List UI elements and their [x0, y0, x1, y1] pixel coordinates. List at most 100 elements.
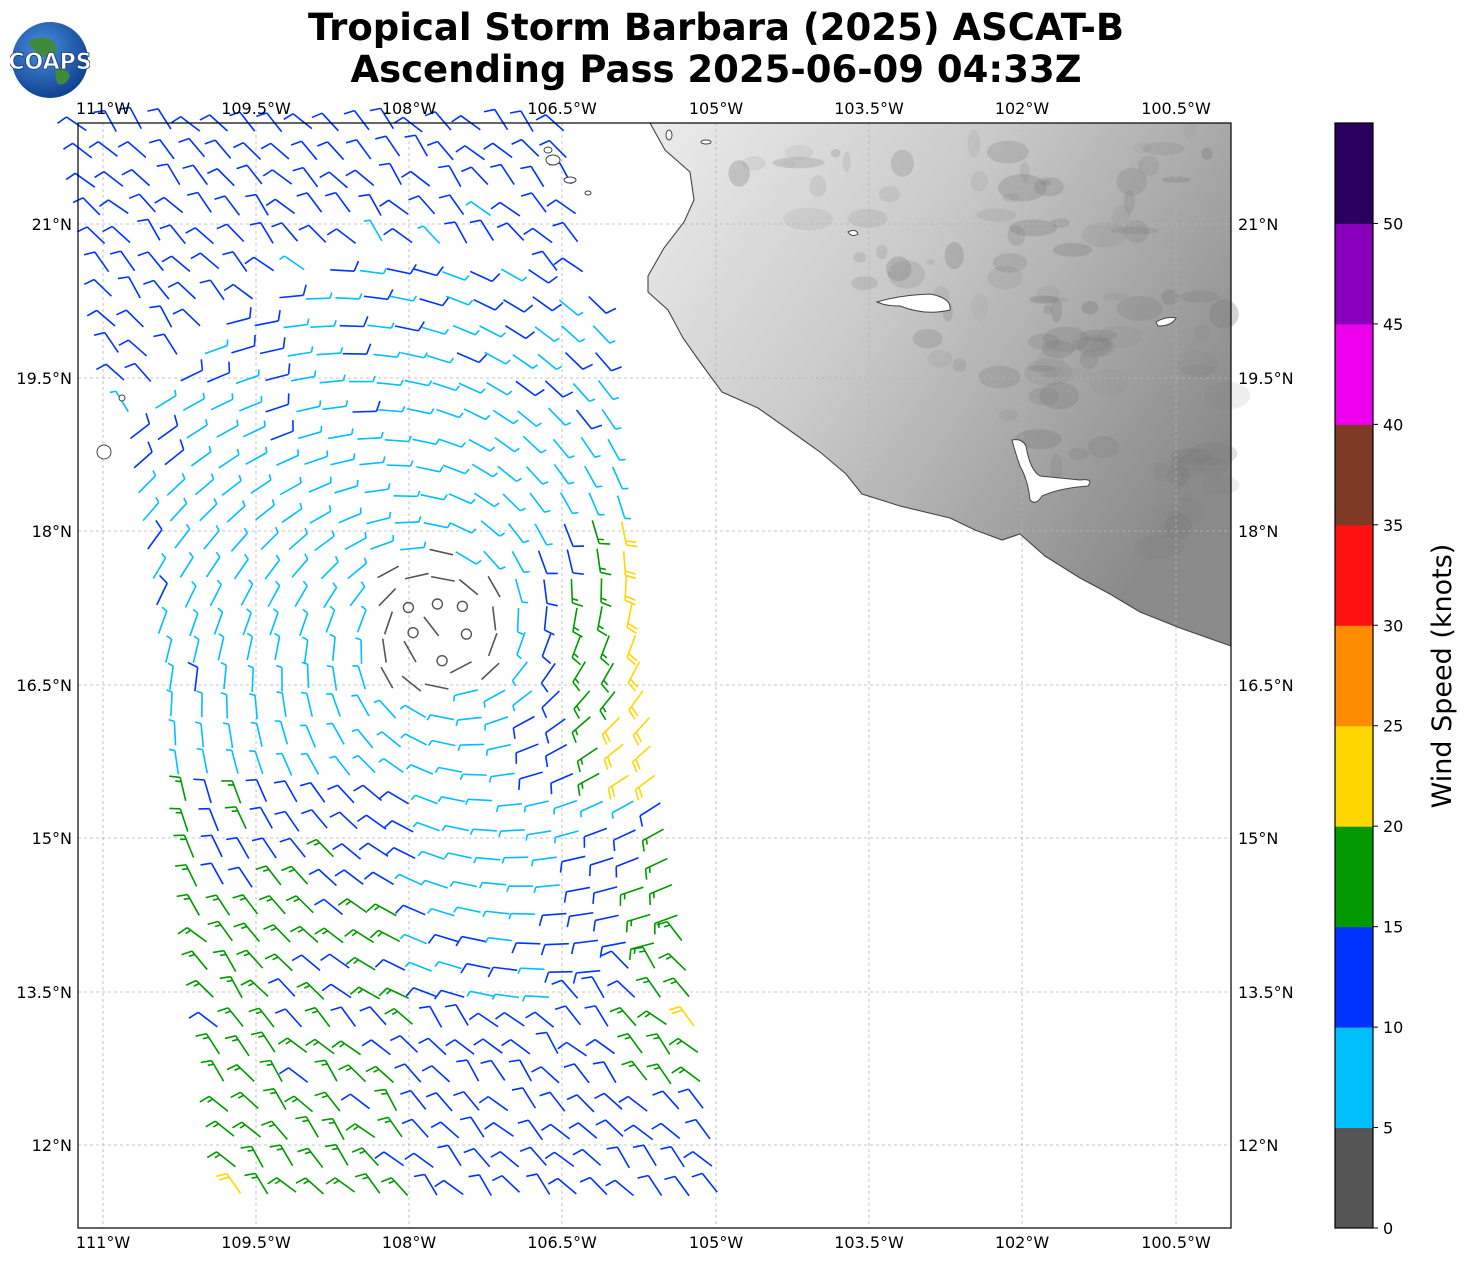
wind-barb [660, 1145, 685, 1168]
wind-barb [459, 1116, 485, 1138]
wind-barb [632, 1144, 657, 1167]
wind-barb [347, 557, 368, 580]
wind-barb [491, 1174, 521, 1193]
wind-barb [240, 579, 254, 606]
wind-barb [353, 784, 383, 802]
wind-barb [378, 987, 410, 999]
terrain-shade [886, 256, 912, 282]
wind-barb [496, 222, 525, 242]
lon-label-top: 109.5°W [221, 99, 291, 118]
wind-barb [516, 607, 524, 635]
wind-barb [349, 986, 381, 1000]
wind-barb [599, 635, 610, 666]
wind-barb [408, 195, 436, 215]
wind-barb [618, 1095, 648, 1112]
wind-barb [537, 353, 563, 371]
wind-barb [400, 170, 431, 187]
wind-barb [511, 1087, 537, 1109]
wind-barb [478, 881, 507, 889]
wind-barb [294, 580, 308, 608]
wind-barb [573, 690, 591, 719]
wind-barb [171, 115, 201, 132]
wind-barb [495, 1011, 525, 1027]
wind-barb [541, 690, 560, 719]
wind-barb [449, 522, 477, 534]
wind-barb [553, 257, 584, 273]
wind-barb [481, 662, 500, 681]
wind-barb [444, 852, 472, 859]
wind-barb [184, 581, 197, 608]
wind-barb [279, 837, 306, 858]
wind-barb [166, 473, 186, 496]
wind-barb [233, 553, 249, 580]
wind-barb [292, 166, 319, 188]
wind-barb [325, 605, 336, 633]
wind-barb [400, 351, 428, 359]
wind-barb [652, 1090, 680, 1110]
wind-barb [468, 438, 496, 452]
wind-barb [186, 419, 208, 439]
wind-barb [324, 191, 351, 213]
wind-barb [244, 256, 275, 272]
wind-barb [344, 531, 367, 551]
wind-barb [374, 1151, 405, 1167]
wind-barb [581, 976, 605, 999]
wind-barb [215, 1172, 242, 1194]
wind-barb [487, 633, 498, 657]
wind-barb [625, 913, 651, 933]
wind-barb [306, 838, 334, 858]
wind-barb [479, 325, 506, 338]
wind-barb [320, 555, 339, 580]
wind-barb [240, 979, 269, 998]
wind-barb [564, 351, 593, 370]
wind-barb [399, 933, 427, 945]
wind-barb [175, 864, 198, 887]
wind-barb [326, 228, 357, 244]
wind-barb [531, 250, 558, 271]
wind-barb [572, 661, 586, 692]
lat-label-left: 19.5°N [16, 369, 72, 388]
wind-barb [205, 551, 221, 578]
wind-barb [199, 1095, 229, 1113]
lat-label-left: 15°N [32, 829, 72, 848]
wind-barb [235, 369, 260, 385]
wind-barb [142, 496, 160, 522]
wind-barb [521, 995, 550, 1002]
wind-barb [357, 431, 384, 440]
wind-barb [358, 193, 382, 216]
wind-barb [605, 1179, 635, 1197]
terrain-shade [1050, 453, 1063, 482]
wind-barb [383, 227, 413, 244]
lon-label-bottom: 106.5°W [527, 1233, 597, 1252]
wind-barb [490, 163, 515, 186]
wind-barb [300, 724, 317, 748]
wind-barb [279, 284, 307, 299]
lon-label-top: 108°W [382, 99, 437, 118]
wind-barb [514, 578, 529, 604]
wind-barb [119, 106, 143, 130]
wind-barb [314, 898, 344, 916]
wind-barb [677, 1088, 704, 1109]
wind-barb [249, 221, 274, 244]
wind-barb [116, 309, 144, 328]
terrain-shade [1142, 141, 1185, 156]
wind-barb [579, 800, 604, 818]
wind-barb [331, 1040, 362, 1056]
wind-barb [473, 856, 501, 864]
wind-barb [345, 138, 372, 160]
terrain-shade [1168, 454, 1205, 478]
terrain-shade [1039, 382, 1080, 410]
wind-barb [639, 802, 661, 827]
wind-barb [463, 1147, 491, 1168]
wind-barb [418, 1037, 447, 1056]
wind-barb [203, 525, 220, 550]
wind-barb [572, 382, 596, 403]
terrain-shade [1029, 295, 1058, 304]
wind-barb [295, 1177, 325, 1195]
wind-barb [378, 757, 404, 774]
wind-barb [455, 145, 485, 161]
wind-barb [352, 400, 381, 413]
wind-barb [543, 606, 555, 636]
wind-barb [529, 492, 551, 514]
wind-barb [224, 1035, 250, 1057]
